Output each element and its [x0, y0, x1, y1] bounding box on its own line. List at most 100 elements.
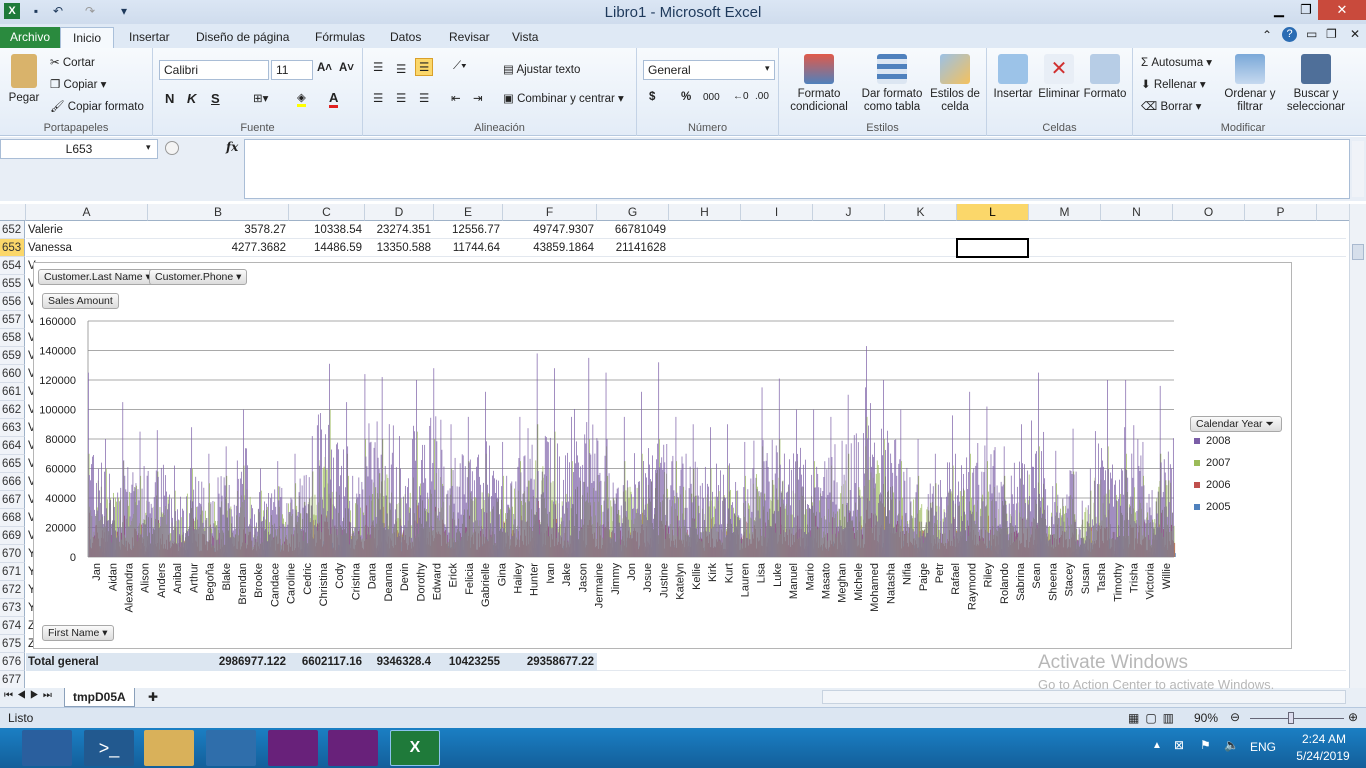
cell-c[interactable]: 14486.59: [314, 242, 362, 254]
row-header[interactable]: 664: [0, 437, 25, 455]
new-sheet-icon[interactable]: ✚: [148, 690, 159, 704]
row-header[interactable]: 667: [0, 491, 25, 509]
cell-b[interactable]: 4277.3682: [231, 242, 286, 254]
cell-first-name[interactable]: Valerie: [28, 224, 63, 236]
row-header[interactable]: 653: [0, 239, 25, 257]
clock-time[interactable]: 2:24 AM: [1301, 732, 1347, 746]
orientation-icon[interactable]: ⟋▾: [453, 60, 467, 72]
delete-cells-button[interactable]: ✕ Eliminar: [1035, 54, 1083, 101]
decrease-decimal-icon[interactable]: .00: [755, 91, 769, 102]
tab-formulas[interactable]: Fórmulas: [315, 30, 366, 44]
formula-cancel-icon[interactable]: [165, 141, 179, 155]
col-header-l[interactable]: L: [957, 204, 1029, 221]
cell-first-name-stub[interactable]: V: [28, 278, 36, 290]
grow-font-button[interactable]: A˄: [317, 62, 333, 74]
thousands-button[interactable]: 000: [703, 92, 720, 103]
row-header[interactable]: 672: [0, 581, 25, 599]
insert-function-button[interactable]: fx: [226, 140, 239, 154]
table-row[interactable]: Vanessa 4277.3682 14486.59 13350.588 117…: [26, 238, 1346, 258]
show-hidden-icons[interactable]: ▲: [1152, 740, 1162, 751]
visual-studio-icon[interactable]: [268, 730, 318, 766]
row-header[interactable]: 655: [0, 275, 25, 293]
row-header[interactable]: 656: [0, 293, 25, 311]
total-e[interactable]: 10423255: [448, 656, 500, 668]
clear-button[interactable]: ⌫ Borrar ▾: [1141, 101, 1202, 113]
clock-date[interactable]: 5/24/2019: [1296, 749, 1350, 763]
shrink-font-button[interactable]: A˅: [339, 62, 355, 74]
col-header-c[interactable]: C: [289, 204, 365, 221]
powershell-icon[interactable]: >_: [84, 730, 134, 766]
align-center-icon[interactable]: ☰: [396, 93, 407, 105]
sheet-tab-active[interactable]: tmpD05A: [64, 688, 135, 707]
row-header[interactable]: 657: [0, 311, 25, 329]
maximize-button[interactable]: ❐: [1300, 2, 1312, 17]
cell-first-name-stub[interactable]: V: [28, 296, 36, 308]
cell-styles-button[interactable]: Estilos de celda: [925, 54, 985, 114]
total-c[interactable]: 6602117.16: [301, 656, 362, 668]
col-header-k[interactable]: K: [885, 204, 957, 221]
total-row[interactable]: Total general 2986977.122 6602117.16 934…: [26, 653, 1346, 671]
zoom-out-icon[interactable]: ⊖: [1230, 710, 1241, 724]
cell-d[interactable]: 13350.588: [376, 242, 431, 254]
cell-first-name-stub[interactable]: V: [28, 332, 36, 344]
horizontal-scrollbar[interactable]: [822, 690, 1346, 704]
filter-button-phone[interactable]: Customer.Phone ▾: [149, 269, 248, 285]
format-as-table-button[interactable]: Dar formato como tabla: [857, 54, 927, 114]
cell-first-name-stub[interactable]: Z: [28, 620, 36, 632]
select-all-corner[interactable]: [0, 204, 26, 221]
conditional-format-button[interactable]: Formato condicional: [783, 54, 855, 114]
cell-first-name-stub[interactable]: V: [28, 458, 36, 470]
align-bottom-icon[interactable]: ☰: [415, 58, 434, 76]
format-cells-button[interactable]: Formato: [1081, 54, 1129, 101]
total-label[interactable]: Total general: [26, 653, 597, 671]
active-cell-l653[interactable]: [956, 238, 1029, 258]
zoom-level[interactable]: 90%: [1194, 711, 1219, 725]
col-header-p[interactable]: P: [1245, 204, 1317, 221]
row-header[interactable]: 669: [0, 527, 25, 545]
sort-filter-button[interactable]: Ordenar y filtrar: [1221, 54, 1279, 114]
row-header[interactable]: 661: [0, 383, 25, 401]
col-header-a[interactable]: A: [26, 204, 148, 221]
col-header-j[interactable]: J: [813, 204, 885, 221]
cell-first-name-stub[interactable]: V: [28, 350, 36, 362]
save-icon[interactable]: ▪: [33, 4, 39, 18]
col-header-e[interactable]: E: [434, 204, 503, 221]
cut-button[interactable]: ✂ Cortar: [50, 57, 95, 69]
increase-decimal-icon[interactable]: ←0: [733, 91, 749, 102]
flag-icon[interactable]: ⚑: [1200, 738, 1211, 752]
col-header-f[interactable]: F: [503, 204, 597, 221]
cell-first-name-stub[interactable]: Y: [28, 584, 36, 596]
row-header[interactable]: 670: [0, 545, 25, 563]
col-header-d[interactable]: D: [365, 204, 434, 221]
volume-icon[interactable]: 🔈: [1224, 738, 1239, 752]
row-header[interactable]: 662: [0, 401, 25, 419]
font-name-select[interactable]: Calibri: [159, 60, 269, 80]
cell-g[interactable]: 21141628: [615, 242, 666, 254]
col-header-h[interactable]: H: [669, 204, 741, 221]
language-indicator[interactable]: ENG: [1250, 740, 1277, 754]
number-format-select[interactable]: General: [643, 60, 775, 80]
cell-d[interactable]: 23274.351: [376, 224, 431, 236]
cell-first-name[interactable]: Vanessa: [28, 242, 72, 254]
customize-quick-access-icon[interactable]: ▾: [120, 4, 128, 18]
decrease-indent-icon[interactable]: ⇤: [451, 93, 461, 105]
bold-button[interactable]: N: [165, 91, 175, 106]
zoom-slider[interactable]: [1250, 718, 1344, 719]
cell-first-name-stub[interactable]: V: [28, 386, 36, 398]
row-header[interactable]: 675: [0, 635, 25, 653]
tab-diseno-pagina[interactable]: Diseño de página: [196, 30, 290, 44]
row-header[interactable]: 665: [0, 455, 25, 473]
cell-first-name-stub[interactable]: Y: [28, 602, 36, 614]
undo-icon[interactable]: ↶: [52, 4, 64, 18]
value-field-button[interactable]: Sales Amount: [42, 293, 119, 309]
copy-button[interactable]: ❐ Copiar ▾: [50, 79, 107, 91]
visual-studio-2-icon[interactable]: [328, 730, 378, 766]
cell-first-name-stub[interactable]: Y: [28, 548, 36, 560]
row-header[interactable]: 677: [0, 671, 25, 689]
total-f[interactable]: 29358677.22: [526, 656, 594, 668]
tab-datos[interactable]: Datos: [390, 30, 422, 44]
cell-b[interactable]: 3578.27: [244, 224, 286, 236]
borders-icon[interactable]: ⊞▾: [253, 93, 269, 105]
total-b[interactable]: 2986977.122: [218, 656, 286, 668]
col-header-i[interactable]: I: [741, 204, 813, 221]
